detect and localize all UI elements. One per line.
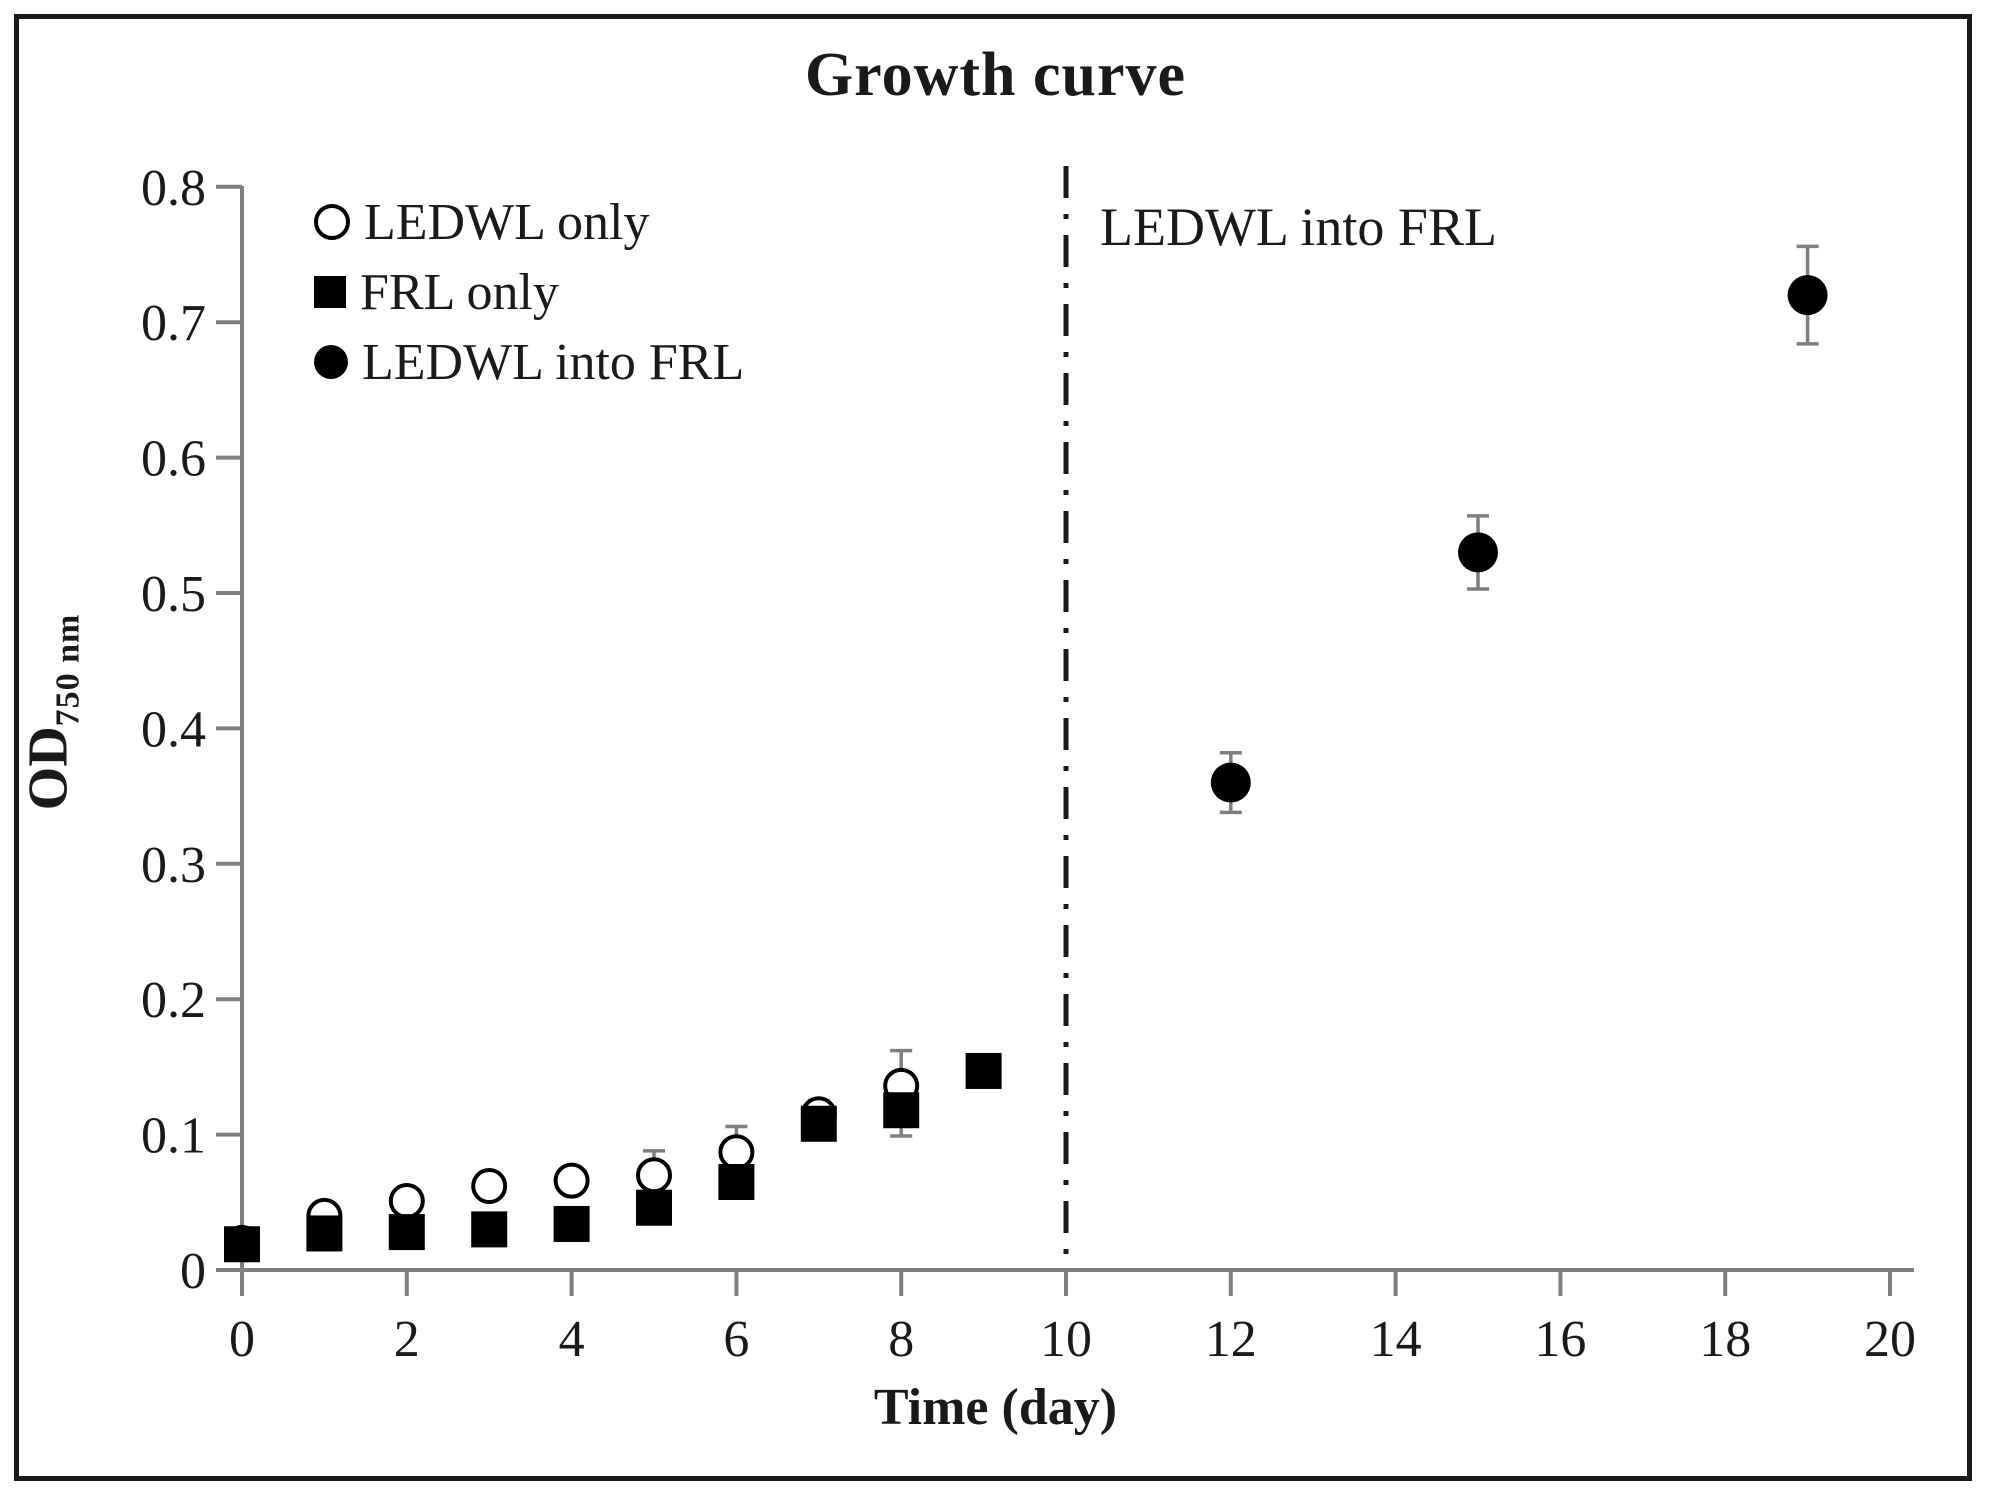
x-tick-label: 14 bbox=[1370, 1311, 1422, 1368]
legend-item-filled-square: FRL only bbox=[314, 262, 744, 322]
data-point-open-circle bbox=[636, 1157, 672, 1194]
data-point-filled-square bbox=[224, 1226, 260, 1263]
data-point-open-circle bbox=[471, 1168, 508, 1205]
data-point-open-circle bbox=[388, 1182, 425, 1219]
x-tick-label: 20 bbox=[1864, 1311, 1916, 1368]
y-tick-label: 0.3 bbox=[141, 837, 206, 894]
y-tick-label: 0.7 bbox=[141, 295, 206, 352]
y-tick-label: 0.6 bbox=[141, 431, 206, 488]
legend-label: FRL only bbox=[360, 263, 559, 321]
filled-square-icon bbox=[314, 276, 346, 308]
data-point-filled-square bbox=[306, 1215, 343, 1252]
data-point-filled-square bbox=[965, 1052, 1002, 1089]
y-tick-label: 0 bbox=[180, 1243, 206, 1300]
data-point-open-circle bbox=[553, 1162, 590, 1199]
data-point-filled-square bbox=[471, 1211, 508, 1248]
phase-annotation: LEDWL into FRL bbox=[1100, 197, 1497, 257]
x-axis-label: Time (day) bbox=[873, 1379, 1118, 1436]
x-tick-label: 2 bbox=[394, 1311, 420, 1368]
x-tick-label: 18 bbox=[1699, 1311, 1751, 1368]
x-tick-label: 8 bbox=[888, 1311, 914, 1368]
x-tick-label: 6 bbox=[723, 1311, 749, 1368]
y-tick-label: 0.2 bbox=[141, 972, 206, 1029]
legend: LEDWL only FRL only LEDWL into FRL bbox=[314, 192, 744, 392]
data-point-filled-square bbox=[553, 1205, 590, 1242]
y-tick-label: 0.5 bbox=[141, 566, 206, 623]
y-tick-label: 0.1 bbox=[141, 1108, 206, 1165]
legend-label: LEDWL only bbox=[364, 193, 650, 251]
filled-circle-icon bbox=[314, 345, 348, 379]
data-point-filled-circle bbox=[1458, 532, 1498, 573]
data-point-filled-square bbox=[636, 1189, 672, 1226]
data-point-filled-square bbox=[388, 1214, 425, 1251]
y-tick-label: 0.4 bbox=[141, 701, 206, 758]
y-tick-label: 0.8 bbox=[141, 160, 206, 217]
data-point-open-circle bbox=[718, 1134, 755, 1171]
x-tick-label: 0 bbox=[229, 1311, 255, 1368]
open-circle-icon bbox=[314, 204, 350, 240]
x-tick-label: 12 bbox=[1205, 1311, 1257, 1368]
x-tick-label: 10 bbox=[1040, 1311, 1092, 1368]
data-point-filled-circle bbox=[1787, 275, 1828, 316]
legend-item-filled-circle: LEDWL into FRL bbox=[314, 332, 744, 392]
x-tick-label: 16 bbox=[1534, 1311, 1586, 1368]
data-point-filled-square bbox=[800, 1105, 837, 1142]
legend-label: LEDWL into FRL bbox=[362, 333, 745, 391]
data-point-filled-circle bbox=[1210, 762, 1251, 803]
x-tick-label: 4 bbox=[559, 1311, 585, 1368]
data-point-filled-square bbox=[883, 1092, 920, 1129]
data-point-filled-square bbox=[718, 1163, 755, 1200]
chart-title: Growth curve bbox=[804, 41, 1187, 109]
legend-item-open-circle: LEDWL only bbox=[314, 192, 744, 252]
